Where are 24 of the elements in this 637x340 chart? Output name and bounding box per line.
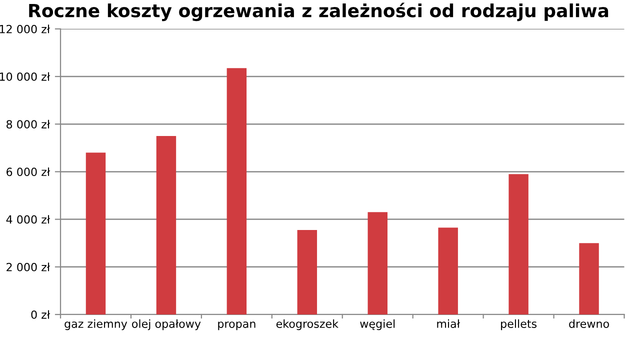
bar	[438, 228, 458, 314]
y-tick-label: 12 000 zł	[0, 24, 50, 34]
y-tick-label: 0 zł	[31, 310, 50, 319]
bar	[579, 243, 599, 314]
bar	[86, 152, 106, 314]
y-tick-label: 10 000 zł	[0, 72, 50, 81]
bar	[156, 136, 176, 314]
y-tick-label: 2 000 zł	[6, 262, 50, 272]
y-tick-label: 6 000 zł	[6, 167, 50, 176]
bar	[368, 212, 388, 314]
y-tick-label: 4 000 zł	[6, 215, 50, 224]
x-tick-label: miał	[437, 319, 460, 328]
bar	[508, 174, 528, 314]
x-tick-label: ekogroszek	[276, 319, 338, 330]
x-tick-label: węgiel	[360, 319, 395, 330]
x-tick-label: gaz ziemny	[64, 319, 128, 330]
bar	[297, 230, 318, 314]
x-tick-label: drewno	[569, 319, 609, 328]
chart-title: Roczne koszty ogrzewania z zależności od rodzaju paliwa	[29, 2, 608, 22]
x-tick-label: olej opałowy	[132, 319, 201, 330]
bar	[226, 68, 247, 314]
x-tick-label: propan	[218, 322, 256, 330]
x-tick-label: pellets	[501, 319, 537, 330]
y-tick-label: 8 000 zł	[6, 120, 50, 128]
